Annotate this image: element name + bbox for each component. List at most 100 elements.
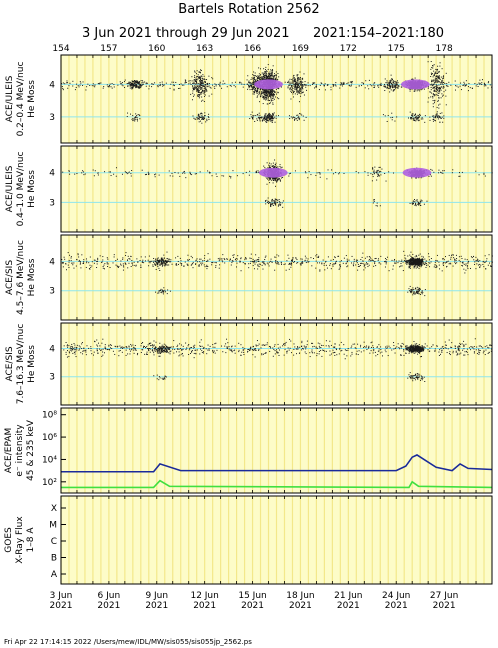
data-point [137, 82, 139, 84]
data-point [376, 173, 378, 175]
data-point [211, 262, 213, 264]
data-point [374, 258, 376, 260]
data-point [395, 88, 397, 90]
data-point [414, 90, 416, 92]
data-point [415, 113, 417, 115]
data-point [316, 256, 318, 258]
data-point [192, 267, 194, 269]
data-point [351, 255, 353, 257]
data-point [299, 91, 301, 93]
data-point [390, 79, 392, 81]
data-point [254, 92, 256, 94]
data-point [294, 79, 296, 81]
data-point [206, 268, 208, 270]
data-point [254, 77, 256, 79]
data-point [418, 204, 420, 206]
data-point [194, 86, 196, 88]
data-point [253, 260, 255, 262]
data-point [330, 89, 332, 91]
data-point [209, 172, 211, 174]
data-point [481, 82, 483, 84]
data-point [396, 80, 398, 82]
data-point [255, 261, 257, 263]
data-point [93, 175, 95, 177]
data-point [310, 174, 312, 176]
data-point [154, 174, 156, 176]
data-point [419, 202, 421, 204]
data-point [289, 87, 291, 89]
data-point [389, 85, 391, 87]
data-point [230, 176, 232, 178]
data-point [217, 258, 219, 260]
data-point [275, 117, 277, 119]
data-point [377, 259, 379, 261]
data-point [430, 72, 432, 74]
data-point [278, 98, 280, 100]
data-point [319, 176, 321, 178]
data-point [257, 268, 259, 270]
data-point [301, 260, 303, 262]
data-point [97, 83, 99, 85]
data-point [256, 89, 258, 91]
data-point [297, 77, 299, 79]
data-point [430, 261, 432, 263]
data-point [131, 259, 133, 261]
data-point [388, 270, 390, 272]
data-point [157, 263, 159, 265]
data-point [254, 120, 256, 122]
data-point [436, 68, 438, 70]
data-point [352, 264, 354, 266]
data-point [423, 256, 425, 258]
data-point [436, 89, 438, 91]
data-point [272, 162, 274, 164]
data-point [411, 117, 413, 119]
data-point [277, 78, 279, 80]
data-point [315, 84, 317, 86]
data-point [297, 85, 299, 87]
data-point [258, 117, 260, 119]
data-point [270, 91, 272, 93]
data-point [392, 86, 394, 88]
data-point [416, 90, 418, 92]
data-point [479, 266, 481, 268]
data-point [462, 262, 464, 264]
data-point [172, 175, 174, 177]
data-point [433, 90, 435, 92]
data-point [434, 100, 436, 102]
data-point [267, 68, 269, 70]
data-point [450, 256, 452, 258]
data-point [272, 93, 274, 95]
data-point [441, 95, 443, 97]
data-point [279, 179, 281, 181]
data-point [389, 88, 391, 90]
data-point [68, 170, 70, 172]
data-point [456, 85, 458, 87]
data-point [115, 167, 117, 169]
data-point [436, 254, 438, 256]
data-point [204, 79, 206, 81]
y-tick-label: 3 [49, 287, 55, 297]
data-point [101, 261, 103, 263]
data-point [338, 173, 340, 175]
data-point [481, 79, 483, 81]
data-point [415, 288, 417, 290]
data-point [203, 116, 205, 118]
data-point [274, 159, 276, 161]
data-point [288, 263, 290, 265]
data-point [271, 78, 273, 80]
dense-cluster [402, 167, 432, 178]
data-point [273, 200, 275, 202]
data-point [159, 263, 161, 265]
data-point [273, 112, 275, 114]
data-point [129, 258, 131, 260]
data-point [301, 85, 303, 87]
data-point [447, 85, 449, 87]
data-point [118, 265, 120, 267]
data-point [253, 261, 255, 263]
data-point [272, 69, 274, 71]
data-point [436, 70, 438, 72]
data-point [273, 202, 275, 204]
data-point [258, 259, 260, 261]
data-point [430, 75, 432, 77]
data-point [124, 171, 126, 173]
